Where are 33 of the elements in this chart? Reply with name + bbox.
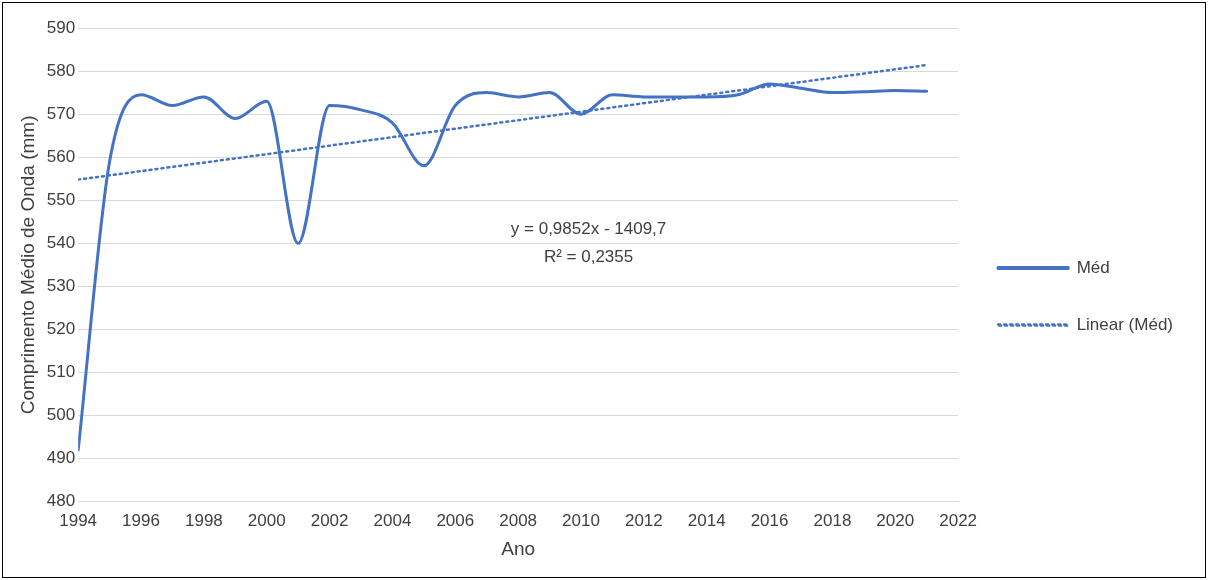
y-tick-label: 580 xyxy=(46,60,76,80)
x-tick-label: 2006 xyxy=(436,510,475,530)
x-tick-label: 2008 xyxy=(499,510,538,530)
annotation: R² = 0,2355 xyxy=(543,247,634,266)
x-tick-label: 2004 xyxy=(373,510,412,530)
x-tick-label: 2022 xyxy=(939,510,978,530)
x-axis-title: Ano xyxy=(501,537,536,559)
x-tick-label: 1998 xyxy=(184,510,223,530)
y-tick-label: 530 xyxy=(46,276,76,296)
y-tick-label: 570 xyxy=(46,103,76,123)
x-tick-label: 2020 xyxy=(876,510,915,530)
annotation: y = 0,9852x - 1409,7 xyxy=(510,219,667,238)
x-tick-label: 2018 xyxy=(813,510,852,530)
x-tick-label: 2000 xyxy=(247,510,286,530)
y-tick-label: 520 xyxy=(46,319,76,339)
y-tick-label: 480 xyxy=(46,491,76,511)
y-tick-label: 560 xyxy=(46,146,76,166)
x-tick-label: 2014 xyxy=(687,510,726,530)
x-tick-label: 2012 xyxy=(624,510,663,530)
y-tick-label: 540 xyxy=(46,233,76,253)
legend-label: Linear (Méd) xyxy=(1076,314,1173,334)
x-tick-label: 2002 xyxy=(310,510,349,530)
legend-label: Méd xyxy=(1076,257,1110,277)
y-tick-label: 490 xyxy=(46,448,76,468)
x-tick-label: 1994 xyxy=(59,510,98,530)
y-tick-label: 500 xyxy=(46,405,76,425)
x-tick-label: 2016 xyxy=(750,510,789,530)
y-tick-label: 590 xyxy=(46,17,76,37)
y-axis-title: Comprimento Médio de Onda (mm) xyxy=(16,115,38,415)
y-tick-label: 550 xyxy=(46,189,76,209)
x-tick-label: 1996 xyxy=(122,510,160,530)
x-tick-label: 2010 xyxy=(562,510,600,530)
y-tick-label: 510 xyxy=(46,362,76,382)
